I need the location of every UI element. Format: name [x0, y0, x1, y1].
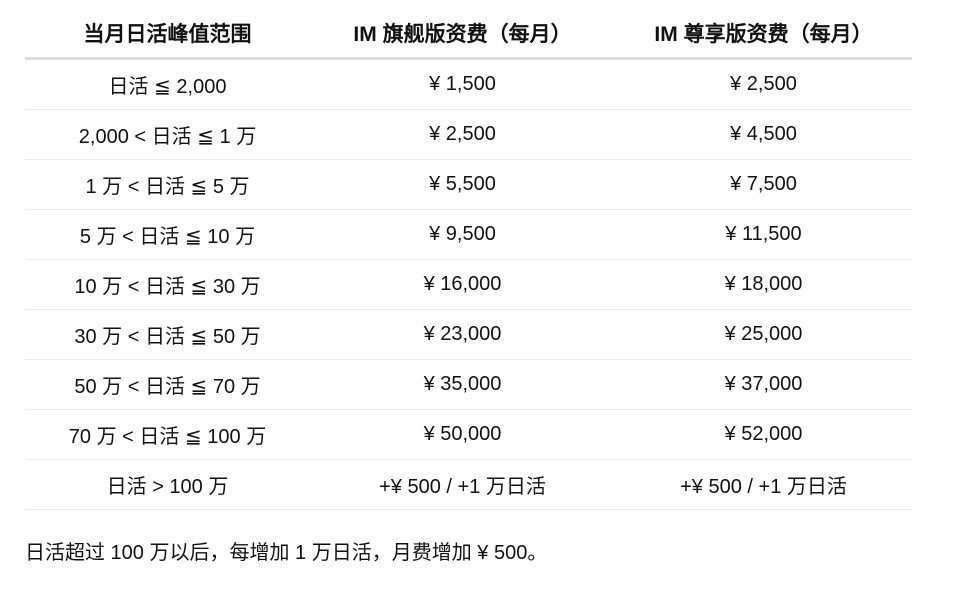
table-row: 70 万 < 日活 ≦ 100 万 ¥ 50,000 ¥ 52,000 — [25, 409, 912, 460]
table-cell-dau-range: 50 万 < 日活 ≦ 70 万 — [25, 359, 310, 410]
table-cell-premium-price: ¥ 4,500 — [615, 109, 912, 160]
table-cell-flagship-price: ¥ 5,500 — [310, 159, 615, 210]
table-row: 日活 ≦ 2,000 ¥ 1,500 ¥ 2,500 — [25, 58, 912, 110]
table-cell-premium-price: ¥ 18,000 — [615, 259, 912, 310]
footnote: 日活超过 100 万以后，每增加 1 万日活，月费增加 ¥ 500。 — [25, 542, 548, 564]
table-cell-dau-range: 2,000 < 日活 ≦ 1 万 — [25, 109, 310, 160]
table-cell-dau-range: 1 万 < 日活 ≦ 5 万 — [25, 159, 310, 210]
table-cell-dau-range: 日活 ≦ 2,000 — [25, 58, 310, 110]
table-cell-premium-price: +¥ 500 / +1 万日活 — [615, 459, 912, 510]
table-cell-premium-price: ¥ 52,000 — [615, 409, 912, 460]
table-cell-flagship-price: ¥ 35,000 — [310, 359, 615, 410]
table-cell-dau-range: 30 万 < 日活 ≦ 50 万 — [25, 309, 310, 360]
table-cell-premium-price: ¥ 37,000 — [615, 359, 912, 410]
pricing-table: 当月日活峰值范围 IM 旗舰版资费（每月） IM 尊享版资费（每月） 日活 ≦ … — [25, 8, 912, 510]
table-row: 2,000 < 日活 ≦ 1 万 ¥ 2,500 ¥ 4,500 — [25, 109, 912, 160]
table-cell-premium-price: ¥ 2,500 — [615, 58, 912, 110]
table-cell-flagship-price: ¥ 16,000 — [310, 259, 615, 310]
table-row: 1 万 < 日活 ≦ 5 万 ¥ 5,500 ¥ 7,500 — [25, 159, 912, 210]
table-row: 日活 > 100 万 +¥ 500 / +1 万日活 +¥ 500 / +1 万… — [25, 459, 912, 510]
table-row: 50 万 < 日活 ≦ 70 万 ¥ 35,000 ¥ 37,000 — [25, 359, 912, 410]
column-header-flagship-price: IM 旗舰版资费（每月） — [310, 8, 615, 60]
column-header-dau-range: 当月日活峰值范围 — [25, 8, 310, 60]
table-cell-dau-range: 5 万 < 日活 ≦ 10 万 — [25, 209, 310, 260]
table-row: 30 万 < 日活 ≦ 50 万 ¥ 23,000 ¥ 25,000 — [25, 309, 912, 360]
table-cell-flagship-price: ¥ 2,500 — [310, 109, 615, 160]
table-cell-premium-price: ¥ 7,500 — [615, 159, 912, 210]
table-cell-flagship-price: +¥ 500 / +1 万日活 — [310, 459, 615, 510]
header-row: 当月日活峰值范围 IM 旗舰版资费（每月） IM 尊享版资费（每月） — [25, 8, 912, 60]
table-cell-premium-price: ¥ 11,500 — [615, 209, 912, 260]
table-cell-flagship-price: ¥ 9,500 — [310, 209, 615, 260]
column-header-premium-price: IM 尊享版资费（每月） — [615, 8, 912, 60]
table-cell-flagship-price: ¥ 1,500 — [310, 58, 615, 110]
table-cell-premium-price: ¥ 25,000 — [615, 309, 912, 360]
table-cell-flagship-price: ¥ 50,000 — [310, 409, 615, 460]
table-cell-dau-range: 70 万 < 日活 ≦ 100 万 — [25, 409, 310, 460]
table-cell-dau-range: 日活 > 100 万 — [25, 459, 310, 510]
table-row: 10 万 < 日活 ≦ 30 万 ¥ 16,000 ¥ 18,000 — [25, 259, 912, 310]
table-row: 5 万 < 日活 ≦ 10 万 ¥ 9,500 ¥ 11,500 — [25, 209, 912, 260]
table-cell-dau-range: 10 万 < 日活 ≦ 30 万 — [25, 259, 310, 310]
table-cell-flagship-price: ¥ 23,000 — [310, 309, 615, 360]
